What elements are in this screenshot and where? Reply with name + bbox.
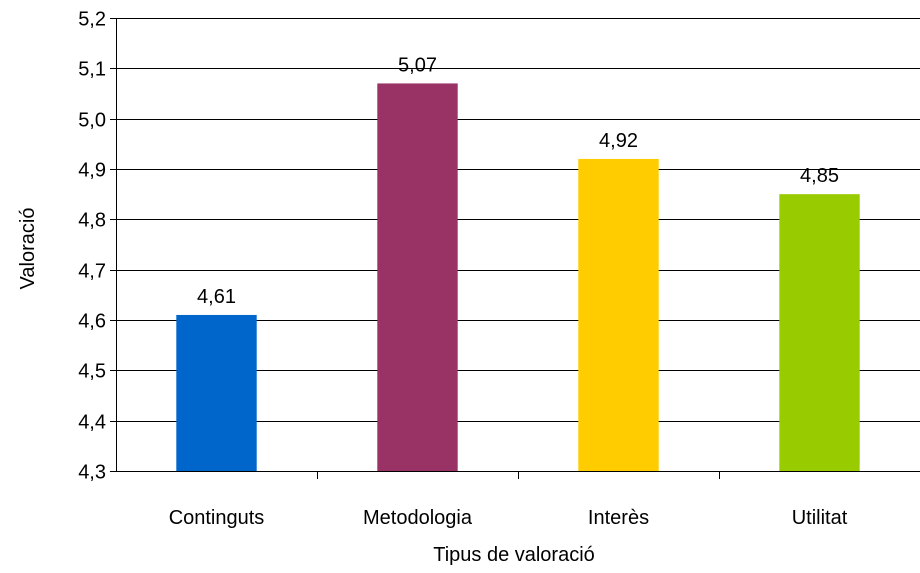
bar xyxy=(578,158,659,471)
bar xyxy=(377,83,458,471)
y-tick-label: 4,4 xyxy=(78,412,106,434)
data-label: 4,61 xyxy=(197,286,236,308)
y-tick-label: 4,8 xyxy=(78,210,106,232)
y-tick-label: 4,9 xyxy=(78,160,106,182)
y-axis-title: Valoració xyxy=(17,208,39,290)
x-tick-label: Metodologia xyxy=(363,507,473,529)
axes xyxy=(110,18,920,479)
y-tick-label: 4,5 xyxy=(78,361,106,383)
x-tick-label: Continguts xyxy=(169,507,265,529)
x-tick-label: Interès xyxy=(588,507,649,529)
y-tick-labels: 4,3 4,4 4,5 4,6 4,7 4,8 4,9 5,0 5,1 5,2 xyxy=(78,9,106,484)
y-tick-label: 5,1 xyxy=(78,59,106,81)
y-tick-label: 5,2 xyxy=(78,9,106,31)
y-tick-label: 4,7 xyxy=(78,261,106,283)
data-label: 4,85 xyxy=(800,165,839,187)
y-tick-label: 4,6 xyxy=(78,311,106,333)
bar xyxy=(779,194,860,471)
x-tick-label: Utilitat xyxy=(792,507,848,529)
data-labels: 4,61 5,07 4,92 4,85 xyxy=(197,54,839,308)
data-label: 4,92 xyxy=(599,130,638,152)
data-label: 5,07 xyxy=(398,54,437,76)
x-axis-title: Tipus de valoració xyxy=(433,544,595,566)
bar xyxy=(176,314,257,471)
x-tick-labels: Continguts Metodologia Interès Utilitat xyxy=(169,507,848,529)
bars xyxy=(176,83,860,471)
y-tick-label: 4,3 xyxy=(78,462,106,484)
y-tick-label: 5,0 xyxy=(78,110,106,132)
